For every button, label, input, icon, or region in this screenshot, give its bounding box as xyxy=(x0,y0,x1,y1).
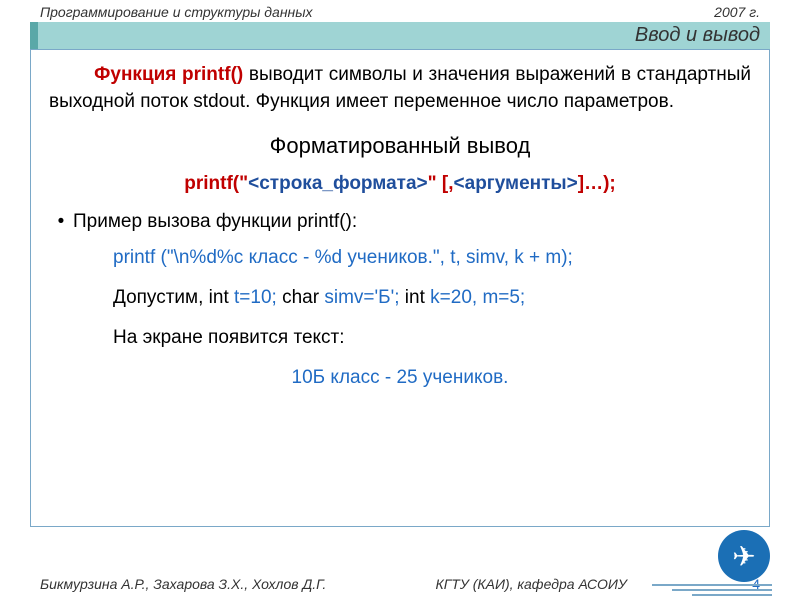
footer-authors: Бикмурзина А.Р., Захарова З.Х., Хохлов Д… xyxy=(40,576,326,592)
decorative-lines xyxy=(652,581,772,596)
example-call: printf ("\n%d%c класс - %d учеников.", t… xyxy=(113,247,751,269)
assume-k3: int xyxy=(405,287,430,308)
section-title: Ввод и вывод xyxy=(635,24,760,46)
syntax-p2: <строка_формата> xyxy=(248,173,428,194)
assume-v2: simv='Б'; xyxy=(324,287,404,308)
bullet-row: • Пример вызова функции printf(): xyxy=(49,211,751,233)
section-title-bar: Ввод и вывод xyxy=(30,22,770,49)
header-right: 2007 г. xyxy=(714,4,760,20)
content-box: Функция printf() выводит символы и значе… xyxy=(30,49,770,527)
assume-k1: int xyxy=(209,287,234,308)
output-text: 10Б класс - 25 учеников. xyxy=(49,367,751,389)
intro-paragraph: Функция printf() выводит символы и значе… xyxy=(49,62,751,115)
plane-icon: ✈ xyxy=(718,530,770,582)
assume-k2: char xyxy=(282,287,324,308)
subtitle: Форматированный вывод xyxy=(49,133,751,159)
bullet-text: Пример вызова функции printf(): xyxy=(73,211,357,233)
syntax-p4: <аргументы> xyxy=(454,173,578,194)
assume-line: Допустим, int t=10; char simv='Б'; int k… xyxy=(113,287,751,309)
syntax-p1: printf(" xyxy=(184,173,248,194)
bullet-icon: • xyxy=(49,211,73,233)
function-name: Функция printf() xyxy=(94,64,243,85)
syntax-line: printf("<строка_формата>" [,<аргументы>]… xyxy=(49,173,751,195)
page-header: Программирование и структуры данных 2007… xyxy=(0,0,800,22)
screen-label: На экране появится текст: xyxy=(113,327,751,349)
syntax-p3: " [, xyxy=(428,173,454,194)
plane-glyph: ✈ xyxy=(732,540,755,573)
syntax-p5: ]…); xyxy=(578,173,616,194)
assume-v1: t=10; xyxy=(234,287,282,308)
header-left: Программирование и структуры данных xyxy=(40,4,313,20)
assume-v3: k=20, m=5; xyxy=(430,287,525,308)
assume-pre: Допустим, xyxy=(113,287,209,308)
